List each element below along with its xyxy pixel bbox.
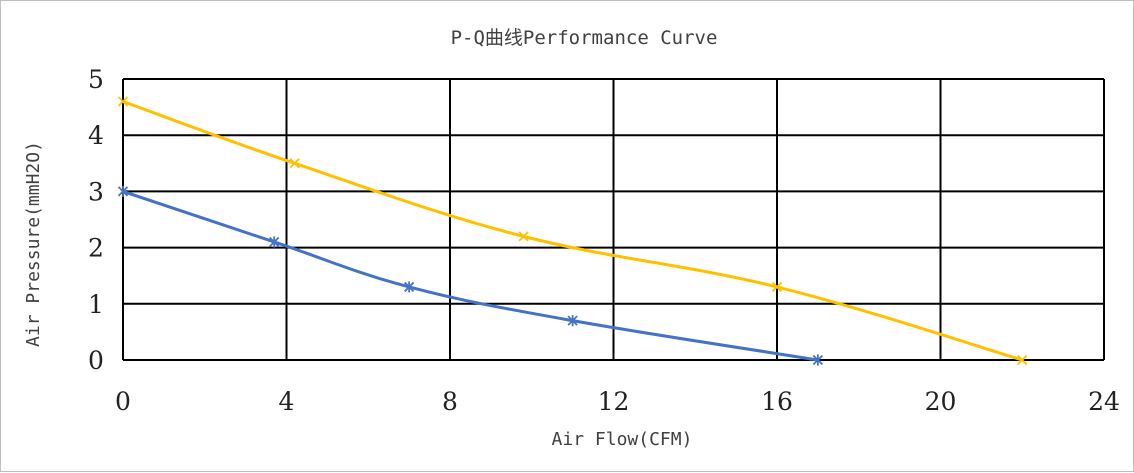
y-tick-label-2: 2 [88,234,104,263]
series-1-line [122,100,1023,362]
x-tick-label-6: 24 [1088,387,1120,416]
x-tick-label-0: 0 [115,387,131,416]
series-0-point-4 [812,354,824,366]
series-1-point-3 [771,281,783,293]
y-tick-label-1: 1 [88,290,104,319]
y-tick-label-5: 5 [88,65,104,94]
series-0-point-0 [117,185,129,197]
series-0-point-3 [567,315,578,327]
series-1-point-0 [117,96,129,107]
series-0-point-1 [269,236,280,248]
y-tick-label-4: 4 [88,121,104,150]
y-axis-title: Air Pressure(mmH2O) [23,141,44,347]
grid [122,78,1105,361]
x-axis-title: Air Flow(CFM) [552,429,693,450]
series-1-point-2 [518,231,529,242]
series-1-point-4 [1017,354,1028,366]
y-tick-label-0: 0 [88,346,104,375]
x-tick-label-2: 8 [442,387,458,416]
x-tick-label-4: 16 [761,387,793,416]
series-0-line [122,189,819,362]
series-0-point-2 [403,281,415,293]
series-1-point-1 [289,158,300,169]
chart-title: P-Q曲线Performance Curve [451,27,718,49]
x-tick-label-1: 4 [279,387,295,416]
x-tick-label-5: 20 [925,387,957,416]
y-tick-label-3: 3 [88,177,104,206]
series-layer [117,96,1028,366]
x-tick-label-3: 12 [598,387,630,416]
